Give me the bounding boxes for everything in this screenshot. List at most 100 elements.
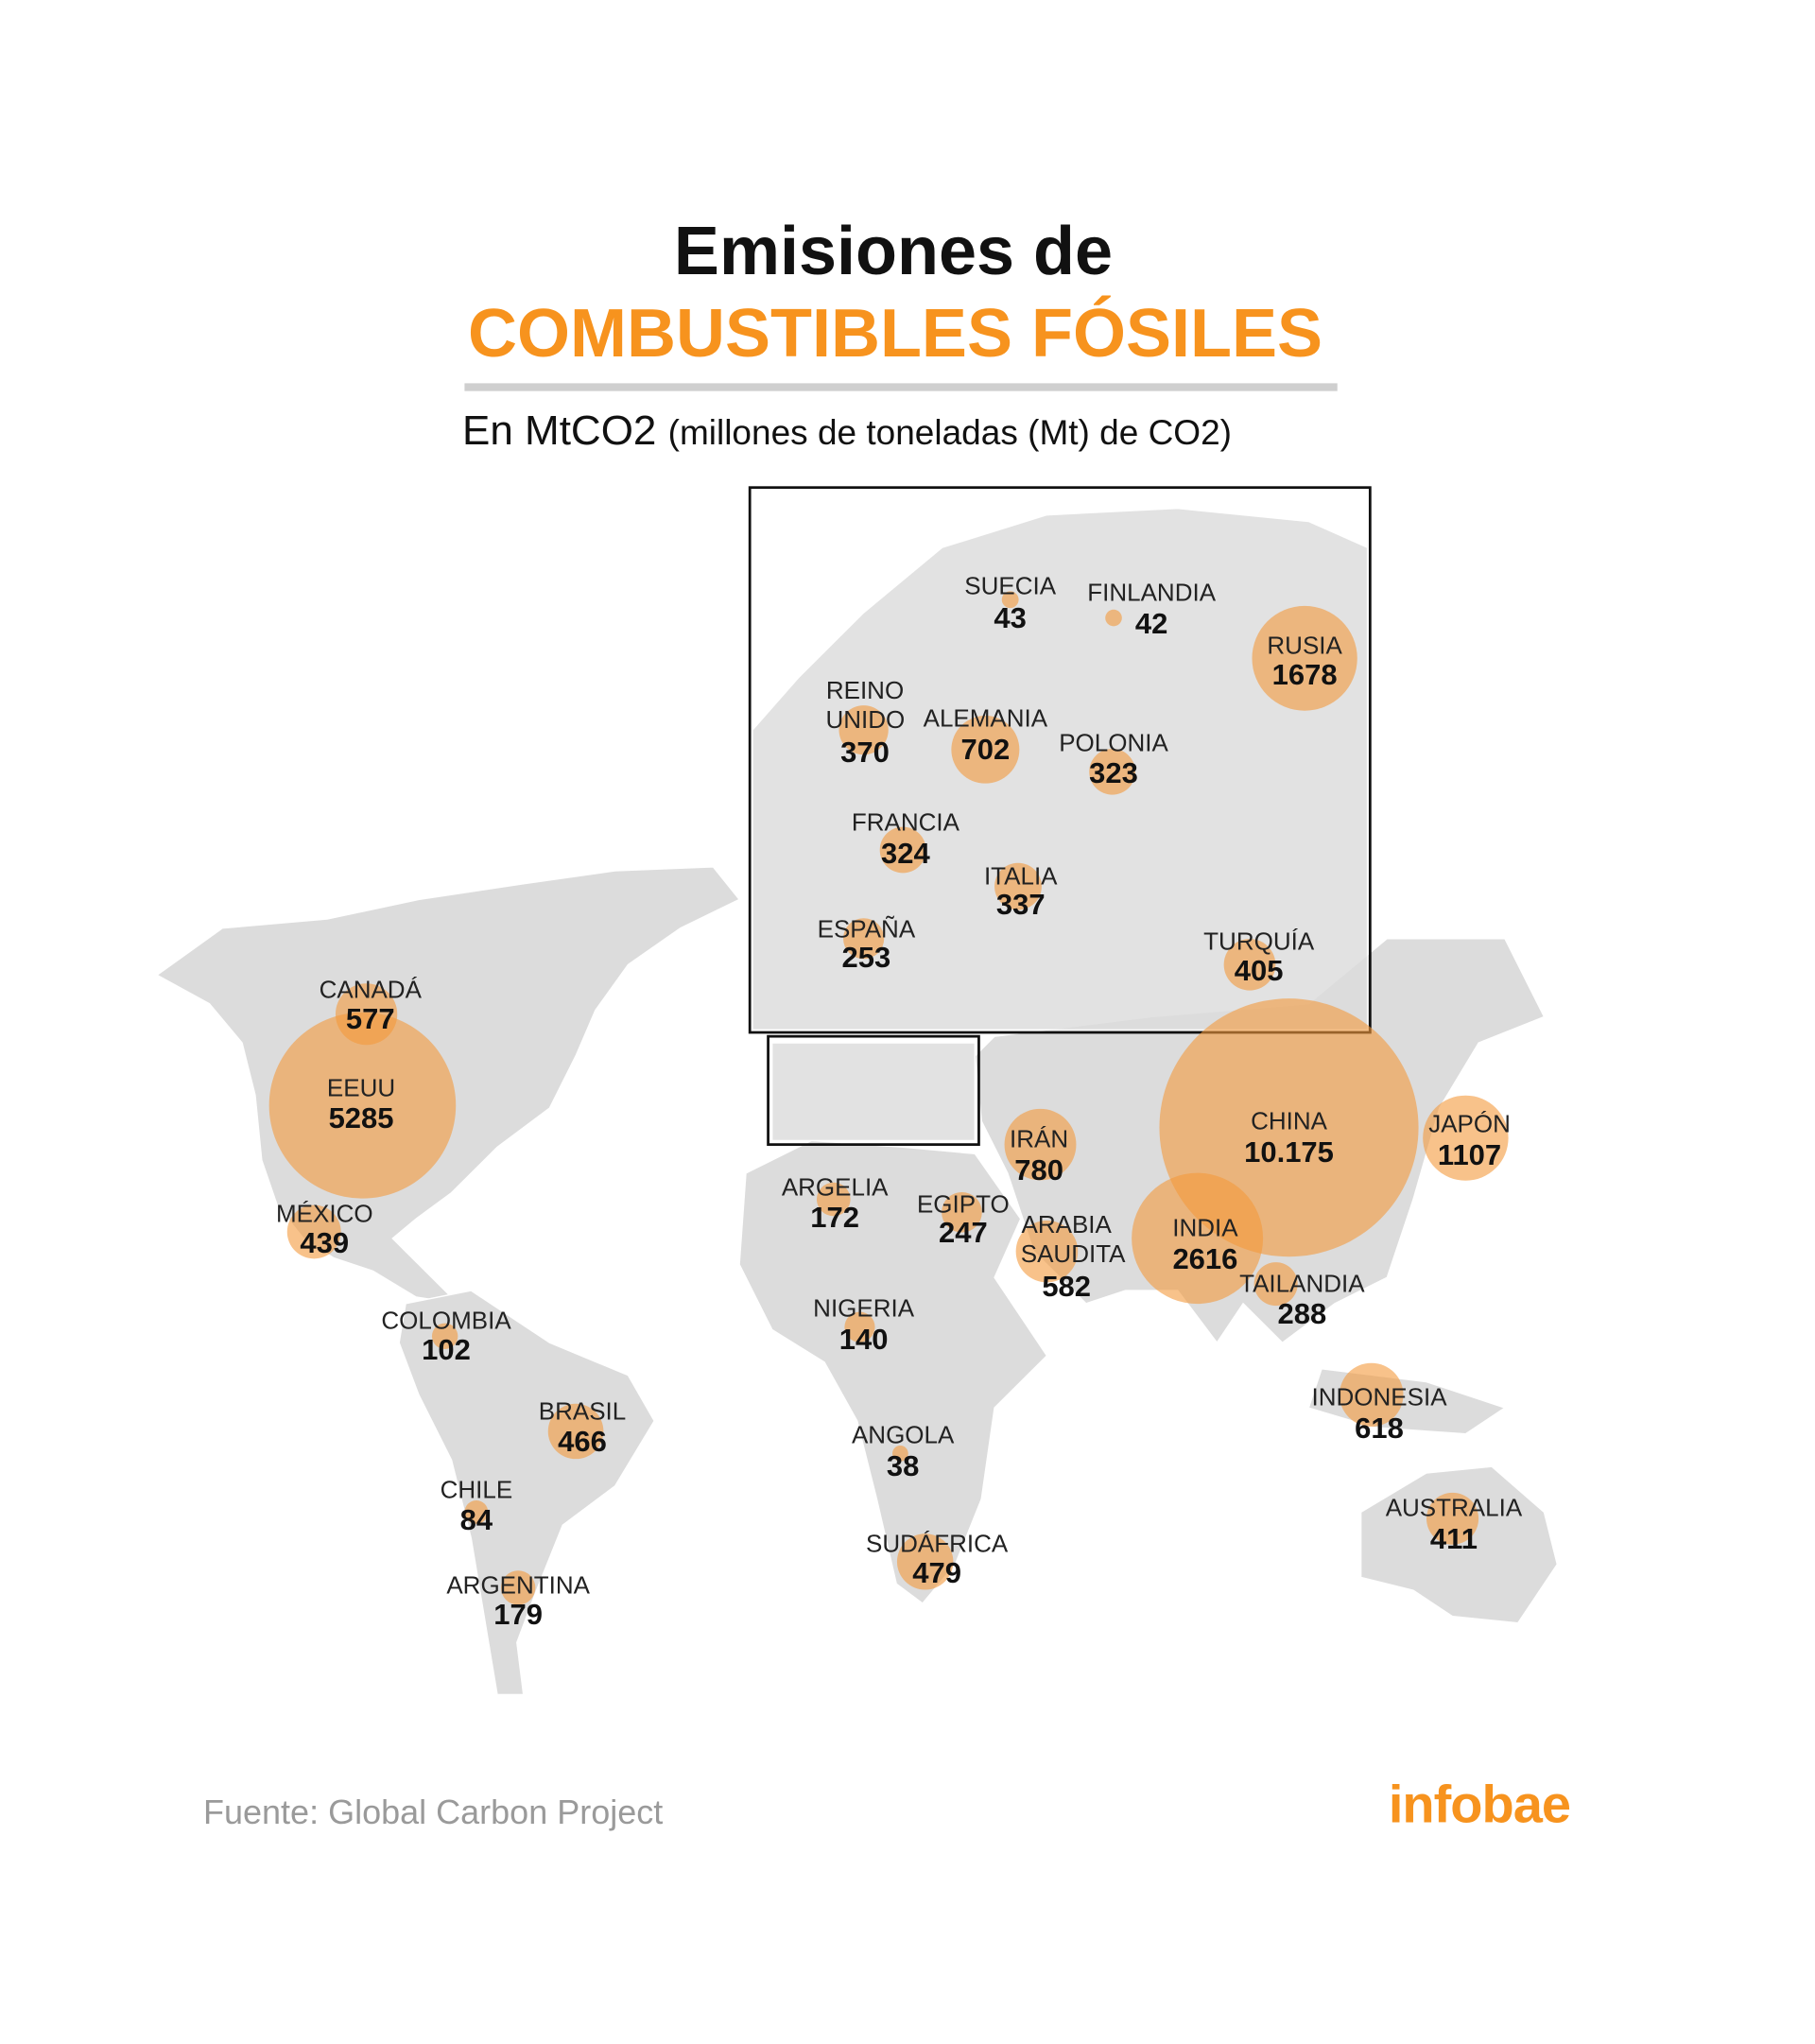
title-highlight: COMBUSTIBLES FÓSILES — [467, 296, 1323, 372]
country-name: ESPAÑA — [817, 914, 916, 944]
country-name: SUECIA — [964, 571, 1057, 600]
country-name: EGIPTO — [916, 1189, 1010, 1219]
bubble — [892, 1446, 908, 1462]
value-label: 2616 — [1172, 1241, 1238, 1275]
bubble — [1004, 1108, 1077, 1181]
value-label: 702 — [960, 732, 1011, 766]
bubble — [1339, 1362, 1404, 1427]
bubble — [431, 1323, 458, 1349]
value-label: 38 — [886, 1449, 920, 1483]
bubble — [268, 1012, 457, 1199]
value-label: 405 — [1234, 954, 1284, 988]
value-label: 411 — [1429, 1522, 1478, 1556]
bubble — [1089, 748, 1136, 795]
value-label: 247 — [938, 1216, 988, 1250]
country-name: NIGERIA — [813, 1293, 915, 1323]
country-name: AUSTRALIA — [1385, 1493, 1523, 1522]
value-label: 42 — [1134, 607, 1168, 641]
bubble — [896, 1533, 954, 1590]
value-label: 439 — [300, 1226, 350, 1260]
bubbles — [268, 591, 1509, 1605]
country-name: RUSIA — [1267, 631, 1342, 660]
country-name: IRÁN — [1010, 1124, 1069, 1153]
country-name: CHINA — [1251, 1106, 1327, 1135]
value-label: 172 — [810, 1200, 860, 1234]
source: Fuente: Global Carbon Project — [203, 1793, 664, 1831]
country-name: COLOMBIA — [381, 1306, 511, 1335]
inset-source-frame — [767, 1034, 980, 1146]
value-label: 179 — [493, 1598, 544, 1632]
bubble — [816, 1182, 851, 1217]
country-name: TURQUÍA — [1203, 927, 1315, 955]
country-name: TAILANDIA — [1239, 1269, 1365, 1298]
value-label: 324 — [881, 837, 930, 871]
bubble — [1426, 1492, 1479, 1545]
subtitle: En MtCO2 (millones de toneladas (Mt) de … — [462, 407, 1232, 455]
bubble — [994, 862, 1042, 910]
bubble — [1159, 998, 1419, 1257]
bubble — [286, 1204, 341, 1259]
bubble — [1015, 1221, 1079, 1283]
country-name: CANADÁ — [319, 975, 422, 1004]
bubble — [843, 918, 885, 960]
value-label: 253 — [841, 941, 891, 975]
country-name: POLONIA — [1059, 728, 1168, 757]
bubble — [1105, 609, 1122, 627]
bubble — [879, 826, 926, 874]
country-name: BRASIL — [538, 1396, 627, 1426]
value-label: 102 — [422, 1333, 471, 1367]
value-label: 84 — [459, 1502, 493, 1536]
bubble — [1423, 1095, 1509, 1181]
value-label: 618 — [1355, 1412, 1404, 1446]
value-label: 323 — [1089, 755, 1138, 789]
country-name: ITALIA — [983, 861, 1058, 891]
bubble — [844, 1311, 875, 1342]
bubble — [1253, 1262, 1298, 1307]
value-label: 1107 — [1437, 1137, 1502, 1171]
country-name: ARGENTINA — [446, 1570, 591, 1600]
title: Emisiones de — [673, 214, 1114, 289]
title-rule — [464, 383, 1338, 391]
value-label: 1678 — [1271, 658, 1338, 692]
bubble — [942, 1192, 982, 1233]
value-label: 479 — [912, 1556, 962, 1590]
value-label: 10.175 — [1244, 1135, 1334, 1169]
bubble — [1223, 939, 1276, 991]
brand-logo: infobae — [1388, 1774, 1571, 1834]
bubble — [500, 1570, 536, 1605]
bubble — [838, 705, 889, 755]
country-name: JAPÓN — [1428, 1109, 1511, 1138]
value-label: 5285 — [328, 1101, 394, 1135]
country-name: INDONESIA — [1311, 1382, 1447, 1412]
bubble — [1252, 605, 1357, 711]
bubble — [1001, 591, 1019, 609]
value-label: 582 — [1042, 1269, 1092, 1303]
country-name: CHILE — [440, 1475, 513, 1504]
value-label: 577 — [345, 1002, 395, 1036]
value-label: 780 — [1014, 1153, 1063, 1187]
country-name: EEUU — [326, 1073, 396, 1102]
country-name: REINO UNIDO — [825, 675, 906, 734]
bubble — [464, 1500, 489, 1524]
value-label: 466 — [558, 1424, 607, 1458]
country-name: SUDÁFRICA — [866, 1529, 1009, 1558]
country-name: INDIA — [1172, 1213, 1238, 1242]
country-name: FRANCIA — [851, 807, 959, 837]
bubble — [547, 1403, 604, 1460]
inset-frame — [748, 486, 1372, 1034]
country-name: ARABIA SAUDITA — [1020, 1210, 1126, 1269]
country-name: ANGOLA — [851, 1420, 955, 1449]
country-name: MÉXICO — [276, 1199, 373, 1228]
value-label: 370 — [840, 735, 890, 769]
country-name: ALEMANIA — [923, 703, 1048, 733]
land — [155, 508, 1559, 1696]
subtitle-note: (millones de toneladas (Mt) de CO2) — [667, 413, 1232, 452]
value-label: 337 — [995, 887, 1046, 921]
value-label: 43 — [994, 600, 1027, 634]
country-name: FINLANDIA — [1087, 578, 1217, 607]
subtitle-unit: En MtCO2 — [462, 407, 657, 454]
value-label: 140 — [838, 1323, 889, 1357]
bubble — [951, 715, 1020, 784]
